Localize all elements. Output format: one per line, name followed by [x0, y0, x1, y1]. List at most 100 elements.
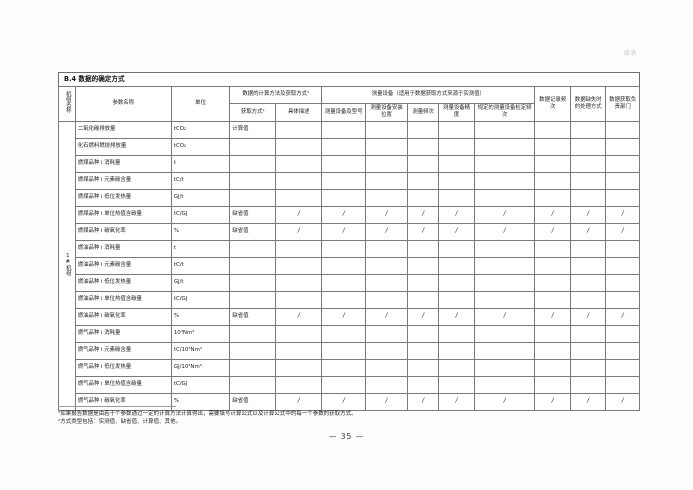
cell-acquire-method[interactable] — [229, 154, 277, 173]
cell-device-position[interactable] — [365, 239, 408, 258]
cell-responsible-dept[interactable] — [605, 273, 640, 292]
cell-measure-freq[interactable] — [406, 188, 440, 207]
cell-calibration-freq[interactable] — [473, 154, 536, 173]
cell-acquire-method[interactable]: 缺省值 — [229, 205, 277, 224]
cell-responsible-dept[interactable] — [605, 341, 640, 360]
cell-missing-handling[interactable] — [569, 239, 607, 258]
cell-device-position[interactable]: / — [365, 205, 408, 224]
cell-record-freq[interactable] — [534, 358, 571, 377]
cell-acquire-method[interactable]: 缺省值 — [229, 222, 277, 241]
cell-device-model[interactable] — [321, 341, 367, 360]
cell-device-accuracy[interactable]: / — [438, 307, 475, 326]
cell-acquire-method[interactable] — [229, 375, 277, 394]
cell-acquire-method[interactable] — [229, 137, 277, 156]
cell-missing-handling[interactable]: / — [569, 307, 607, 326]
cell-calibration-freq[interactable] — [473, 290, 536, 309]
cell-responsible-dept[interactable] — [605, 256, 640, 275]
cell-device-position[interactable] — [365, 171, 408, 190]
cell-device-model[interactable] — [321, 273, 367, 292]
cell-acquire-method[interactable]: 计算值 — [229, 120, 277, 139]
cell-detail-desc[interactable] — [275, 290, 323, 309]
cell-measure-freq[interactable]: / — [406, 205, 440, 224]
cell-record-freq[interactable] — [534, 137, 571, 156]
cell-detail-desc[interactable] — [275, 358, 323, 377]
cell-missing-handling[interactable] — [569, 256, 607, 275]
cell-device-model[interactable]: / — [321, 392, 367, 411]
cell-acquire-method[interactable] — [229, 341, 277, 360]
cell-acquire-method[interactable] — [229, 256, 277, 275]
cell-missing-handling[interactable] — [569, 137, 607, 156]
cell-measure-freq[interactable] — [406, 256, 440, 275]
cell-missing-handling[interactable] — [569, 375, 607, 394]
cell-acquire-method[interactable] — [229, 188, 277, 207]
cell-calibration-freq[interactable] — [473, 273, 536, 292]
cell-acquire-method[interactable] — [229, 290, 277, 309]
cell-missing-handling[interactable] — [569, 120, 607, 139]
cell-detail-desc[interactable] — [275, 324, 323, 343]
cell-calibration-freq[interactable] — [473, 120, 536, 139]
cell-responsible-dept[interactable] — [605, 188, 640, 207]
cell-missing-handling[interactable] — [569, 290, 607, 309]
cell-device-model[interactable] — [321, 154, 367, 173]
cell-record-freq[interactable]: / — [534, 307, 571, 326]
cell-measure-freq[interactable] — [406, 290, 440, 309]
cell-device-model[interactable] — [321, 375, 367, 394]
cell-measure-freq[interactable] — [406, 341, 440, 360]
cell-device-model[interactable] — [321, 239, 367, 258]
cell-measure-freq[interactable] — [406, 324, 440, 343]
cell-device-model[interactable] — [321, 171, 367, 190]
cell-detail-desc[interactable] — [275, 341, 323, 360]
cell-calibration-freq[interactable]: / — [473, 205, 536, 224]
cell-device-accuracy[interactable]: / — [438, 205, 475, 224]
cell-device-accuracy[interactable] — [438, 120, 475, 139]
cell-calibration-freq[interactable] — [473, 358, 536, 377]
cell-device-position[interactable] — [365, 375, 408, 394]
cell-device-accuracy[interactable] — [438, 239, 475, 258]
cell-responsible-dept[interactable]: / — [605, 392, 640, 411]
cell-device-model[interactable] — [321, 188, 367, 207]
cell-acquire-method[interactable]: 缺省值 — [229, 307, 277, 326]
cell-device-position[interactable]: / — [365, 392, 408, 411]
cell-record-freq[interactable] — [534, 324, 571, 343]
cell-acquire-method[interactable] — [229, 273, 277, 292]
cell-record-freq[interactable] — [534, 341, 571, 360]
cell-calibration-freq[interactable] — [473, 256, 536, 275]
cell-device-position[interactable] — [365, 358, 408, 377]
cell-record-freq[interactable] — [534, 239, 571, 258]
cell-missing-handling[interactable] — [569, 188, 607, 207]
cell-responsible-dept[interactable]: / — [605, 205, 640, 224]
cell-device-accuracy[interactable] — [438, 154, 475, 173]
cell-detail-desc[interactable]: / — [275, 205, 323, 224]
cell-missing-handling[interactable]: / — [569, 205, 607, 224]
cell-responsible-dept[interactable] — [605, 290, 640, 309]
cell-record-freq[interactable] — [534, 290, 571, 309]
cell-device-accuracy[interactable] — [438, 324, 475, 343]
cell-device-position[interactable] — [365, 137, 408, 156]
cell-responsible-dept[interactable] — [605, 154, 640, 173]
cell-record-freq[interactable] — [534, 375, 571, 394]
cell-detail-desc[interactable] — [275, 120, 323, 139]
cell-measure-freq[interactable] — [406, 273, 440, 292]
cell-device-accuracy[interactable] — [438, 171, 475, 190]
cell-device-accuracy[interactable] — [438, 137, 475, 156]
cell-device-position[interactable] — [365, 324, 408, 343]
cell-record-freq[interactable] — [534, 273, 571, 292]
cell-calibration-freq[interactable]: / — [473, 392, 536, 411]
cell-device-position[interactable]: / — [365, 307, 408, 326]
cell-calibration-freq[interactable] — [473, 171, 536, 190]
cell-missing-handling[interactable] — [569, 341, 607, 360]
cell-record-freq[interactable]: / — [534, 205, 571, 224]
cell-calibration-freq[interactable]: / — [473, 307, 536, 326]
cell-record-freq[interactable] — [534, 171, 571, 190]
cell-device-accuracy[interactable] — [438, 290, 475, 309]
cell-detail-desc[interactable] — [275, 375, 323, 394]
cell-device-accuracy[interactable]: / — [438, 222, 475, 241]
cell-missing-handling[interactable] — [569, 273, 607, 292]
cell-missing-handling[interactable]: / — [569, 392, 607, 411]
cell-responsible-dept[interactable] — [605, 324, 640, 343]
cell-record-freq[interactable] — [534, 256, 571, 275]
cell-missing-handling[interactable] — [569, 171, 607, 190]
cell-responsible-dept[interactable] — [605, 239, 640, 258]
cell-acquire-method[interactable] — [229, 239, 277, 258]
cell-detail-desc[interactable] — [275, 137, 323, 156]
